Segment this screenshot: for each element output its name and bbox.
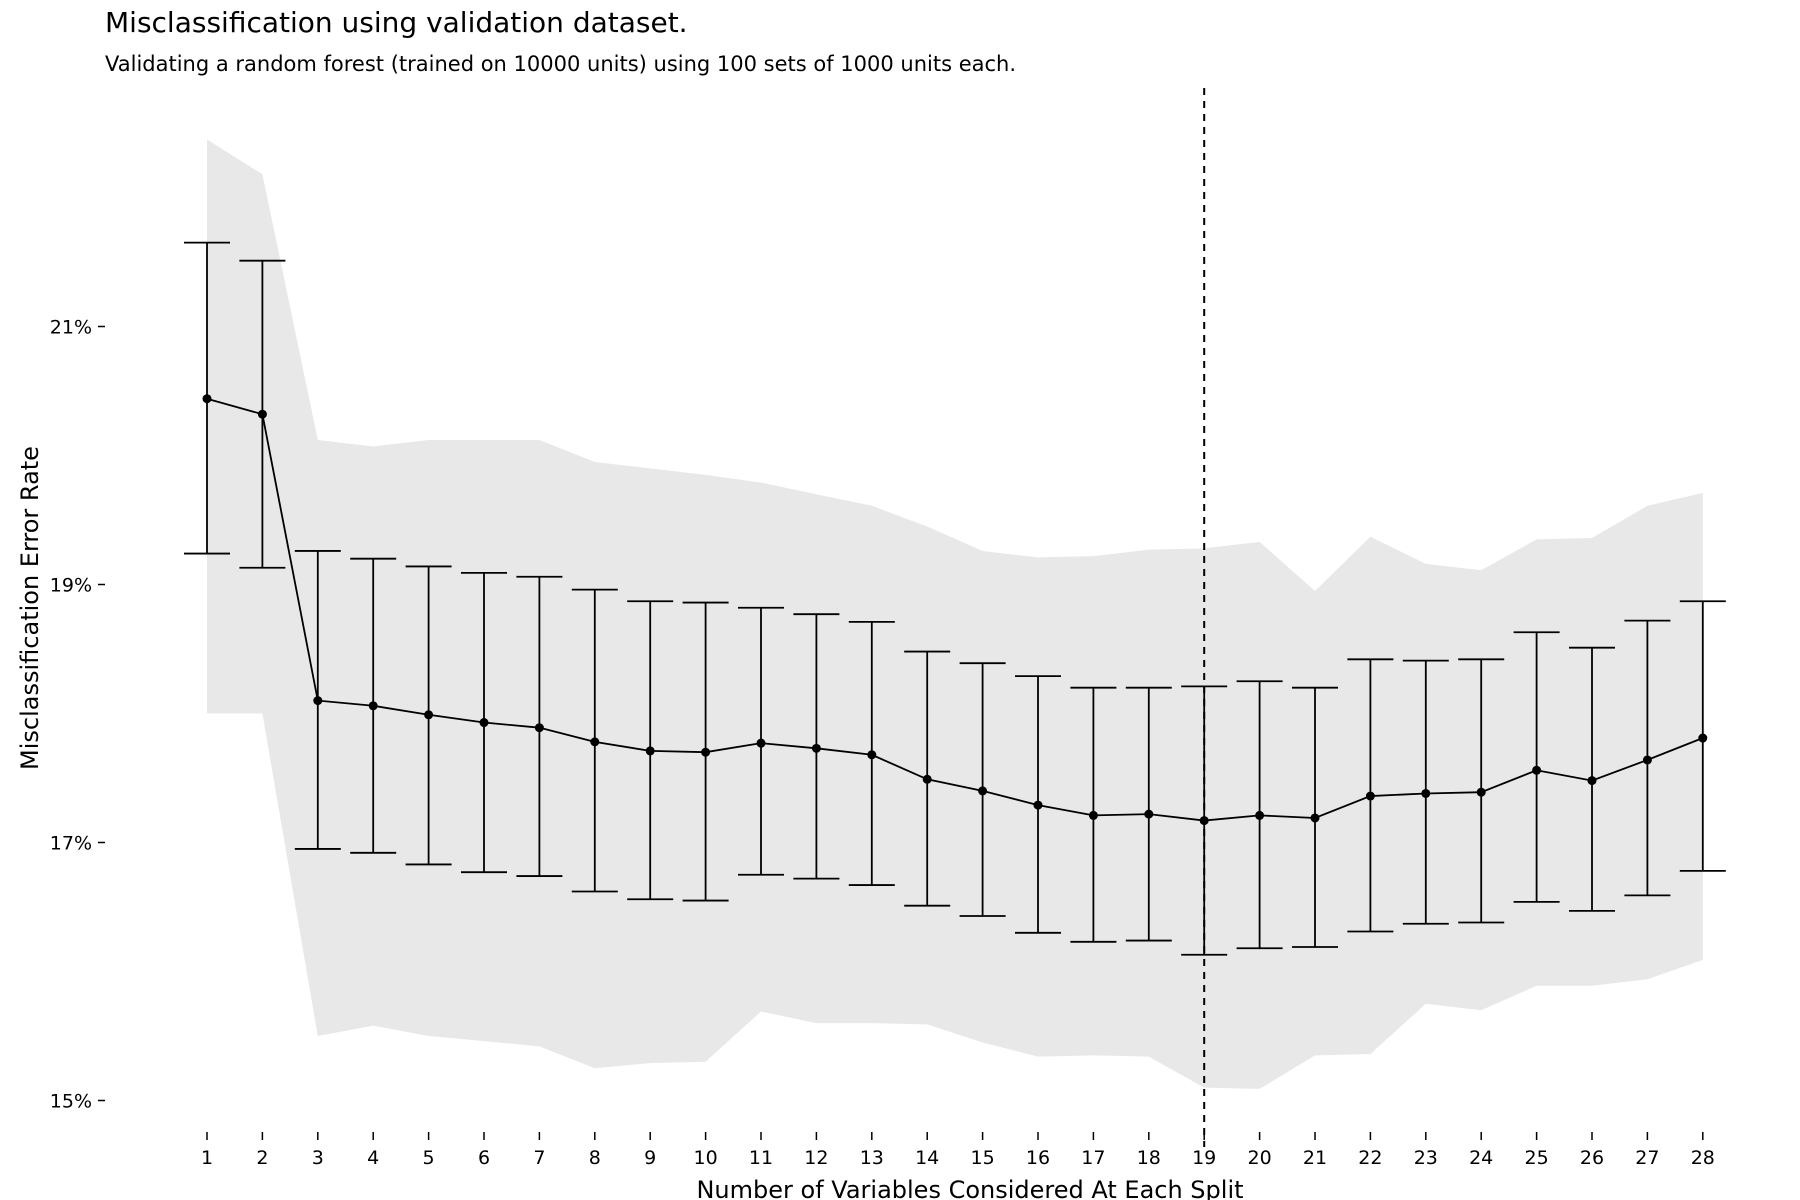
data-point [1088,810,1098,820]
x-tick-label: 16 [1026,1147,1050,1169]
y-axis-title: Misclassification Error Rate [16,446,44,770]
data-point [1365,791,1375,801]
y-tick-label: 19% [50,575,92,597]
x-tick-label: 15 [971,1147,995,1169]
x-tick-label: 20 [1248,1147,1272,1169]
x-tick-label: 7 [533,1147,545,1169]
data-point [1144,809,1154,819]
x-tick-label: 26 [1580,1147,1604,1169]
data-point [1421,788,1431,798]
y-tick-label: 21% [50,317,92,339]
data-point [1698,733,1708,743]
x-tick-label: 10 [694,1147,718,1169]
x-tick-label: 11 [749,1147,773,1169]
data-point [811,743,821,753]
data-point [645,746,655,756]
data-point [313,696,323,706]
range-band-layer [207,139,1703,1089]
x-tick-label: 27 [1635,1147,1659,1169]
data-point [1642,755,1652,765]
x-tick-label: 12 [804,1147,828,1169]
mean-line [206,397,1704,822]
x-tick-label: 2 [256,1147,268,1169]
x-axis: 1 2 3 4 5 6 7 8 9 10 11 12 13 14 15 16 17 18 19 20 21 22 23 24 2… [201,1132,1715,1169]
x-tick-label: 28 [1691,1147,1715,1169]
data-point [202,394,212,404]
data-point [1310,813,1320,823]
x-tick-label: 23 [1414,1147,1438,1169]
y-tick-label: 17% [50,833,92,855]
data-point [257,409,267,419]
x-tick-label: 1 [201,1147,213,1169]
chart-title: Misclassification using validation datas… [105,6,688,39]
chart-subtitle: Validating a random forest (trained on 1… [105,52,1017,76]
data-point [1033,800,1043,810]
x-tick-label: 14 [915,1147,939,1169]
data-point [978,786,988,796]
x-tick-label: 8 [589,1147,601,1169]
data-point [1532,765,1542,775]
x-tick-label: 19 [1192,1147,1216,1169]
x-tick-label: 17 [1081,1147,1105,1169]
data-point [1587,776,1597,786]
x-tick-label: 3 [312,1147,324,1169]
x-tick-label: 9 [644,1147,656,1169]
data-point [1255,810,1265,820]
x-tick-label: 4 [367,1147,379,1169]
x-tick-label: 21 [1303,1147,1327,1169]
data-point [479,718,489,728]
data-point [756,738,766,748]
mean-line-layer [206,397,1704,822]
data-point [424,710,434,720]
x-tick-label: 22 [1358,1147,1382,1169]
data-point [922,774,932,784]
range-band [207,139,1703,1089]
x-tick-label: 6 [478,1147,490,1169]
data-point [368,701,378,711]
data-point [590,737,600,747]
data-point [867,750,877,760]
data-point [1476,787,1486,797]
x-tick-label: 13 [860,1147,884,1169]
y-tick-label: 15% [50,1091,92,1113]
data-point [1199,816,1209,826]
x-tick-label: 24 [1469,1147,1493,1169]
y-axis: 15% 17% 19% 21% [50,317,105,1113]
mean-point-layer [202,394,1708,826]
x-tick-label: 5 [423,1147,435,1169]
x-axis-title: Number of Variables Considered At Each S… [696,1176,1243,1200]
x-tick-label: 18 [1137,1147,1161,1169]
x-tick-label: 25 [1525,1147,1549,1169]
data-point [534,723,544,733]
data-point [701,747,711,757]
